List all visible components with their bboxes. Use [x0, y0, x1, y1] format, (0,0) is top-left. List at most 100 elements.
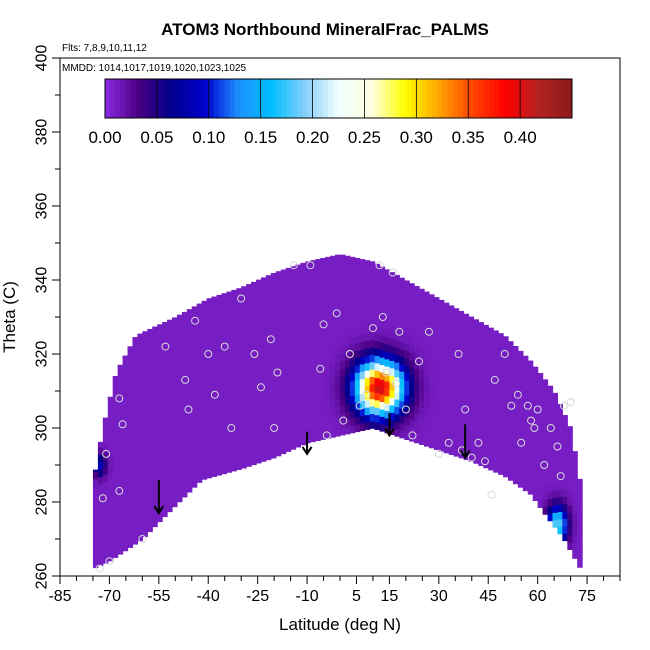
heatmap-cell [251, 286, 257, 295]
heatmap-cell [112, 379, 119, 388]
heatmap-cell [280, 357, 287, 366]
heatmap-cell [379, 349, 386, 358]
heatmap-cell [379, 283, 386, 292]
heatmap-cell [433, 434, 440, 443]
heatmap-cell [488, 327, 494, 330]
heatmap-cell [97, 469, 104, 478]
heatmap-cell [260, 335, 267, 344]
sample-point [382, 368, 391, 377]
heatmap-cell [443, 437, 450, 446]
heatmap-cell [557, 526, 563, 535]
heatmap-cell [256, 374, 262, 383]
colorbar-swatch [162, 79, 168, 118]
heatmap-cell [443, 302, 450, 306]
heatmap-cell [359, 275, 366, 284]
heatmap-cell [384, 321, 391, 330]
heatmap-cell [127, 443, 134, 452]
heatmap-cell [369, 272, 376, 281]
heatmap-cell [320, 283, 326, 292]
heatmap-cell [231, 441, 237, 450]
heatmap-cell [172, 439, 178, 448]
heatmap-cell [211, 372, 218, 381]
heatmap-cell [152, 371, 158, 380]
heatmap-cell [256, 388, 262, 397]
heatmap-cell [498, 385, 504, 394]
heatmap-cell [552, 460, 559, 469]
heatmap-cell [256, 279, 262, 286]
heatmap-cell [300, 437, 307, 446]
heatmap-cell [181, 452, 188, 461]
heatmap-cell [577, 478, 583, 487]
heatmap-cell [172, 351, 178, 360]
heatmap-cell [394, 347, 400, 356]
heatmap-cell [399, 348, 405, 357]
heatmap-cell [364, 407, 371, 416]
colorbar-swatch [219, 79, 225, 118]
heatmap-cell [107, 531, 114, 540]
heatmap-cell [557, 474, 563, 483]
heatmap-cell [453, 448, 460, 457]
heatmap-cell [310, 382, 316, 391]
heatmap-cell [438, 362, 445, 371]
heatmap-cell [260, 372, 267, 381]
heatmap-cell [231, 455, 237, 464]
heatmap-cell [349, 425, 356, 434]
heatmap-cell [196, 334, 203, 343]
heatmap-cell [340, 316, 346, 325]
heatmap-cell [191, 435, 198, 444]
heatmap-cell [147, 328, 153, 333]
heatmap-cell [186, 484, 193, 493]
heatmap-cell [409, 330, 415, 339]
heatmap-cell [186, 388, 193, 397]
heatmap-cell [97, 498, 104, 507]
heatmap-cell [399, 363, 405, 372]
heatmap-cell [300, 267, 307, 276]
heatmap-cell [517, 361, 524, 370]
heatmap-cell [300, 392, 307, 401]
heatmap-cell [340, 294, 346, 303]
heatmap-cell [122, 447, 129, 456]
heatmap-cell [325, 364, 331, 373]
heatmap-cell [537, 462, 544, 471]
heatmap-cell [181, 444, 188, 453]
heatmap-cell [196, 356, 203, 365]
heatmap-cell [132, 447, 139, 456]
heatmap-cell [176, 353, 183, 362]
heatmap-cell [251, 360, 257, 369]
heatmap-cell [107, 553, 114, 562]
heatmap-cell [226, 338, 232, 347]
heatmap-cell [137, 392, 143, 401]
heatmap-cell [251, 323, 257, 332]
heatmap-cell [231, 330, 237, 339]
heatmap-cell [547, 431, 554, 440]
heatmap-cell [290, 389, 297, 398]
heatmap-cell [424, 364, 430, 373]
heatmap-cell [256, 448, 262, 457]
heatmap-cell [92, 508, 99, 517]
heatmap-cell [527, 360, 534, 369]
heatmap-cell [196, 437, 203, 446]
heatmap-cell [364, 333, 371, 342]
heatmap-cell [359, 400, 366, 409]
heatmap-cell [176, 464, 183, 473]
heatmap-cell [236, 288, 242, 293]
heatmap-cell [260, 328, 267, 337]
heatmap-cell [246, 399, 252, 408]
heatmap-cell [221, 429, 227, 438]
heatmap-cell [547, 385, 554, 389]
heatmap-cell [295, 387, 302, 396]
heatmap-cell [295, 402, 302, 411]
heatmap-cell [488, 373, 494, 382]
heatmap-cell [532, 374, 539, 383]
heatmap-cell [92, 486, 99, 495]
heatmap-cell [512, 346, 519, 352]
heatmap-cell [438, 428, 445, 437]
heatmap-cell [404, 394, 410, 403]
heatmap-cell [270, 287, 277, 296]
heatmap-cell [325, 423, 331, 432]
heatmap-cell [186, 336, 193, 345]
heatmap-cell [206, 396, 213, 405]
heatmap-cell [162, 383, 168, 392]
heatmap-cell [335, 413, 341, 422]
heatmap-cell [117, 457, 124, 466]
